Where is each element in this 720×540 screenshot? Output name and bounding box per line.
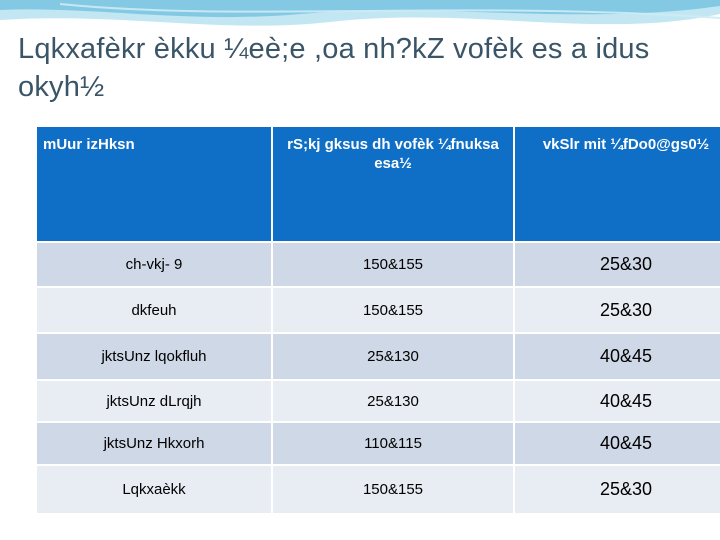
duration-value: 25&130 bbox=[272, 379, 515, 422]
header-variety: mUur izHksn bbox=[37, 127, 273, 242]
table-row: ch-vkj- 9 150&155 25&30 bbox=[37, 241, 720, 287]
yield-value: 25&30 bbox=[514, 286, 720, 333]
duration-value: 150&155 bbox=[272, 241, 515, 287]
yield-value: 40&45 bbox=[514, 421, 720, 465]
variety-name: jktsUnz lqokfluh bbox=[37, 332, 273, 380]
duration-value: 25&130 bbox=[272, 332, 515, 380]
table-row: Lqkxaèkk 150&155 25&30 bbox=[37, 464, 720, 513]
variety-name: jktsUnz Hkxorh bbox=[37, 421, 273, 465]
yield-value: 40&45 bbox=[514, 332, 720, 380]
variety-name: dkfeuh bbox=[37, 286, 273, 333]
duration-value: 110&115 bbox=[272, 421, 515, 465]
yield-value: 25&30 bbox=[514, 464, 720, 513]
yield-value: 25&30 bbox=[514, 241, 720, 287]
duration-value: 150&155 bbox=[272, 464, 515, 513]
slide-title: Lqkxafèkr èkku ¼eè;e ,oa nh?kΖ vofèk es … bbox=[18, 33, 650, 103]
table-row: jktsUnz Hkxorh 110&115 40&45 bbox=[37, 421, 720, 465]
table-row: jktsUnz lqokfluh 25&130 40&45 bbox=[37, 332, 720, 380]
yield-value: 40&45 bbox=[514, 379, 720, 422]
table-header-row: mUur izHksn rS;kj gksus dh vofèk ¼fnuksa… bbox=[37, 127, 720, 242]
table-row: jktsUnz dLrqjh 25&130 40&45 bbox=[37, 379, 720, 422]
variety-name: ch-vkj- 9 bbox=[37, 241, 273, 287]
variety-table: mUur izHksn rS;kj gksus dh vofèk ¼fnuksa… bbox=[37, 127, 720, 513]
duration-value: 150&155 bbox=[272, 286, 515, 333]
variety-name: jktsUnz dLrqjh bbox=[37, 379, 273, 422]
table-row: dkfeuh 150&155 25&30 bbox=[37, 286, 720, 333]
header-yield: vkSlr mit ¼fDo0@gs0½ bbox=[514, 127, 720, 242]
variety-name: Lqkxaèkk bbox=[37, 464, 273, 513]
decorative-wave bbox=[0, 0, 720, 26]
header-duration: rS;kj gksus dh vofèk ¼fnuksa esa½ bbox=[272, 127, 515, 242]
